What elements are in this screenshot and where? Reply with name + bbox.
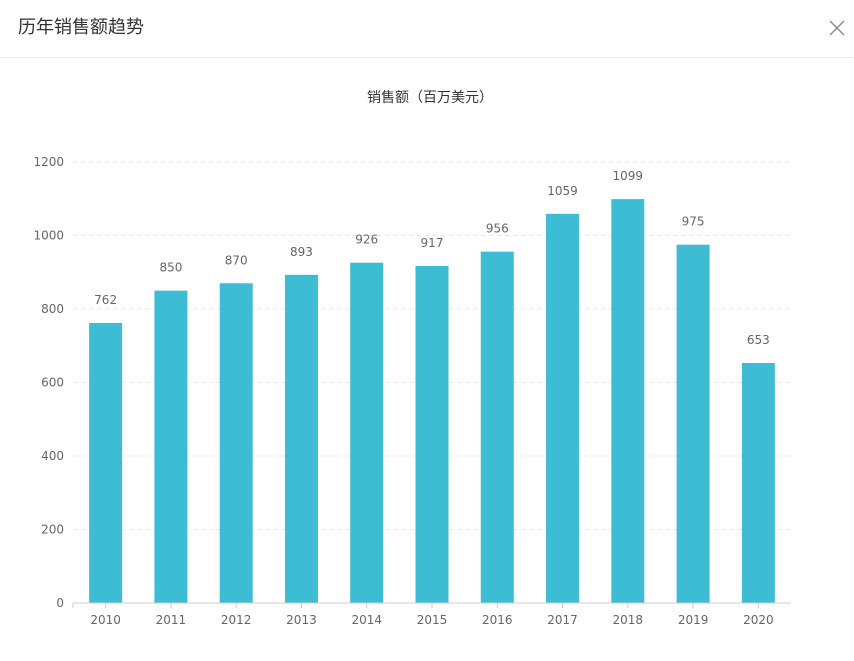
- bar-chart: 销售额（百万美元） 0 200 400 600 800 1000 1200 762 850 87…: [33, 90, 791, 627]
- x-tick-label: 2020: [743, 613, 774, 627]
- y-tick-label: 1000: [33, 229, 64, 243]
- bars: [89, 199, 775, 604]
- bar[interactable]: [611, 199, 645, 603]
- x-tick-label: 2015: [417, 613, 448, 627]
- y-tick-label: 1200: [33, 155, 64, 169]
- x-tick-label: 2018: [613, 613, 644, 627]
- x-tick-label: 2011: [156, 613, 187, 627]
- data-label: 1059: [547, 184, 578, 198]
- bar[interactable]: [741, 363, 775, 603]
- y-tick-label: 400: [41, 449, 64, 463]
- chart-area: 销售额（百万美元） 0 200 400 600 800 1000 1200 762 850 87…: [0, 58, 854, 661]
- y-tick-label: 600: [41, 376, 64, 390]
- bar[interactable]: [350, 262, 384, 603]
- data-label: 926: [355, 233, 378, 247]
- bar[interactable]: [154, 290, 188, 603]
- chart-title: 销售额（百万美元）: [367, 90, 493, 106]
- data-labels: 762 850 870 893 926 917 956 1059 1099 975 653: [94, 169, 770, 347]
- x-tick-label: 2010: [90, 613, 121, 627]
- bar[interactable]: [89, 322, 123, 603]
- x-tick-label: 2019: [678, 613, 709, 627]
- data-label: 850: [159, 261, 182, 275]
- y-tick-label: 0: [56, 596, 64, 610]
- data-label: 870: [225, 253, 248, 267]
- y-tick-label: 200: [41, 523, 64, 537]
- x-axis: 2010 2011 2012 2013 2014 2015 2016 2017 2018 2019…: [72, 602, 791, 627]
- x-tick-label: 2013: [286, 613, 317, 627]
- bar[interactable]: [219, 283, 253, 603]
- data-label: 956: [486, 222, 509, 236]
- bar[interactable]: [284, 274, 318, 603]
- data-label: 917: [421, 236, 444, 250]
- close-icon: [829, 20, 845, 36]
- data-label: 653: [747, 333, 770, 347]
- data-label: 893: [290, 245, 313, 259]
- y-axis-ticks: 0 200 400 600 800 1000 1200: [33, 155, 64, 610]
- x-tick-label: 2014: [351, 613, 382, 627]
- dialog-title: 历年销售额趋势: [18, 17, 144, 38]
- x-tick-label: 2016: [482, 613, 513, 627]
- bar[interactable]: [480, 251, 514, 604]
- data-label: 1099: [613, 169, 644, 183]
- bar[interactable]: [415, 266, 449, 603]
- close-button[interactable]: [826, 17, 848, 39]
- dialog-header: 历年销售额趋势: [0, 0, 854, 58]
- bar[interactable]: [546, 213, 580, 603]
- bar[interactable]: [676, 244, 710, 603]
- x-tick-label: 2012: [221, 613, 252, 627]
- y-tick-label: 800: [41, 302, 64, 316]
- data-label: 762: [94, 293, 117, 307]
- data-label: 975: [682, 215, 705, 229]
- x-tick-label: 2017: [547, 613, 578, 627]
